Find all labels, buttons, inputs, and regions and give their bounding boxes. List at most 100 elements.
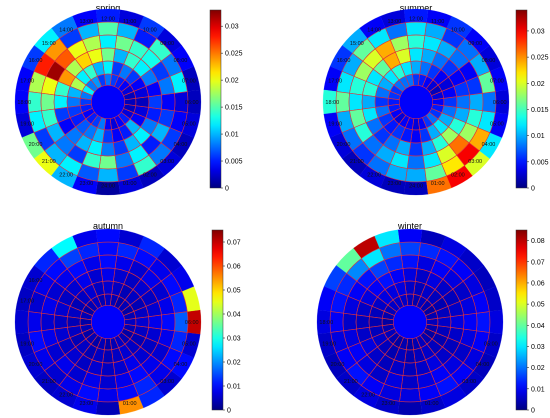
hour-label: 14:00 bbox=[59, 28, 73, 34]
hour-label: 19:00 bbox=[20, 342, 34, 348]
heat-cell bbox=[402, 362, 418, 377]
colorbar-tick-label: 0.025 bbox=[531, 55, 549, 62]
hour-label: 04:00 bbox=[174, 142, 188, 148]
colorbar-tick-label: 0.07 bbox=[531, 259, 545, 266]
hour-label: 15:00 bbox=[350, 41, 364, 47]
panel-title: autumn bbox=[93, 221, 123, 231]
heat-cell bbox=[463, 312, 478, 332]
heat-cell bbox=[408, 47, 424, 62]
hour-label: 21:00 bbox=[42, 159, 56, 165]
colorbar-tick-label: 0 bbox=[531, 186, 535, 193]
hour-label: 07:00 bbox=[182, 78, 196, 84]
heat-cell bbox=[400, 254, 420, 269]
colorbar-tick-label: 0.03 bbox=[225, 24, 239, 31]
heat-cell bbox=[399, 241, 421, 256]
hour-label: 22:00 bbox=[59, 392, 73, 398]
colorbar-tick-label: 0.03 bbox=[531, 344, 545, 351]
heat-cell bbox=[400, 375, 420, 390]
heat-cell bbox=[405, 168, 427, 183]
colorbar-tick-label: 0.01 bbox=[227, 384, 241, 391]
heat-cell bbox=[97, 241, 119, 256]
colorbar-tick-label: 0.03 bbox=[531, 28, 545, 35]
hour-label: 16:00 bbox=[337, 58, 351, 64]
colorbar bbox=[211, 229, 224, 411]
hour-label: 19:00 bbox=[20, 122, 34, 128]
colorbar-tick-label: 0.01 bbox=[531, 386, 545, 393]
heat-cell bbox=[397, 228, 423, 243]
colorbar bbox=[515, 9, 528, 189]
heat-cell bbox=[148, 94, 163, 110]
heat-cell bbox=[348, 92, 363, 112]
panel-title: spring bbox=[96, 3, 121, 13]
panel-summer: summer 12:00 11:00 10:00 09:00 08:00 07:00 06:0… bbox=[322, 3, 549, 196]
hour-label: 22:00 bbox=[367, 172, 381, 178]
colorbar-tick-label: 0.06 bbox=[227, 264, 241, 271]
colorbar-tick-label: 0.05 bbox=[531, 302, 545, 309]
hour-label: 16:00 bbox=[29, 58, 43, 64]
hour-label: 08:00 bbox=[482, 58, 496, 64]
center-disc bbox=[91, 305, 125, 339]
hour-label: 03:00 bbox=[160, 379, 174, 385]
hour-label: 23:00 bbox=[79, 181, 93, 187]
heat-cell bbox=[98, 375, 118, 390]
heat-cell bbox=[97, 388, 119, 403]
hour-label: 24:00 bbox=[409, 184, 423, 190]
heat-cell bbox=[97, 168, 119, 183]
hour-label: 17:00 bbox=[328, 78, 342, 84]
hour-label: 04:00 bbox=[482, 142, 496, 148]
hour-label: 20:00 bbox=[29, 142, 43, 148]
hour-label: 03:00 bbox=[462, 379, 476, 385]
colorbar bbox=[515, 229, 528, 411]
hour-label: 24:00 bbox=[101, 184, 115, 190]
colorbar-tick-label: 0.005 bbox=[531, 159, 549, 166]
hour-label: 16:00 bbox=[29, 278, 43, 284]
heat-cell bbox=[97, 21, 119, 36]
hour-label: 23:00 bbox=[387, 181, 401, 187]
colorbar-tick-label: 0.025 bbox=[225, 51, 243, 58]
hour-label: 03:00 bbox=[160, 159, 174, 165]
heat-cell bbox=[476, 311, 491, 333]
hour-label: 20:00 bbox=[331, 362, 345, 368]
center-disc bbox=[91, 85, 125, 119]
heat-cell bbox=[14, 309, 29, 335]
colorbar-tick-label: 0.02 bbox=[531, 365, 545, 372]
heat-cell bbox=[100, 142, 116, 157]
hour-label: 20:00 bbox=[29, 362, 43, 368]
hour-label: 21:00 bbox=[344, 379, 358, 385]
heat-cell bbox=[161, 92, 176, 112]
heat-cell bbox=[399, 388, 421, 403]
panel-title: summer bbox=[400, 3, 433, 13]
heat-cell bbox=[355, 314, 370, 330]
heat-cell bbox=[408, 142, 424, 157]
hour-label: 19:00 bbox=[328, 122, 342, 128]
hour-label: 13:00 bbox=[387, 19, 401, 25]
hour-label: 06:00 bbox=[185, 320, 199, 326]
heat-cell bbox=[456, 94, 471, 110]
colorbar-tick-label: 0.02 bbox=[227, 360, 241, 367]
hour-label: 06:00 bbox=[185, 100, 199, 106]
heat-cell bbox=[40, 92, 55, 112]
colorbar-tick-label: 0.02 bbox=[225, 78, 239, 85]
hour-label: 05:00 bbox=[182, 122, 196, 128]
hour-label: 12:00 bbox=[101, 16, 115, 22]
hour-label: 14:00 bbox=[367, 28, 381, 34]
heat-cell bbox=[397, 401, 423, 416]
heat-cell bbox=[40, 312, 55, 332]
colorbar-tick-label: 0.05 bbox=[227, 288, 241, 295]
heat-cell bbox=[406, 155, 426, 170]
hour-label: 21:00 bbox=[350, 159, 364, 165]
hour-label: 19:00 bbox=[322, 342, 336, 348]
heat-cell bbox=[148, 314, 163, 330]
hour-label: 11:00 bbox=[431, 19, 444, 25]
colorbar-tick-label: 0 bbox=[531, 408, 535, 415]
heat-cell bbox=[98, 34, 118, 49]
heat-cell bbox=[469, 92, 484, 112]
colorbar-tick-label: 0.08 bbox=[531, 238, 545, 245]
colorbar-tick-label: 0.04 bbox=[227, 312, 241, 319]
hour-label: 18:00 bbox=[325, 100, 339, 106]
hour-label: 04:00 bbox=[476, 362, 490, 368]
panel-autumn: autumn 17:00 16:00 19:00 20:00 21:00 22:00 23:0… bbox=[14, 221, 241, 416]
colorbar-tick-label: 0 bbox=[225, 186, 229, 193]
hour-label: 02:00 bbox=[451, 172, 465, 178]
